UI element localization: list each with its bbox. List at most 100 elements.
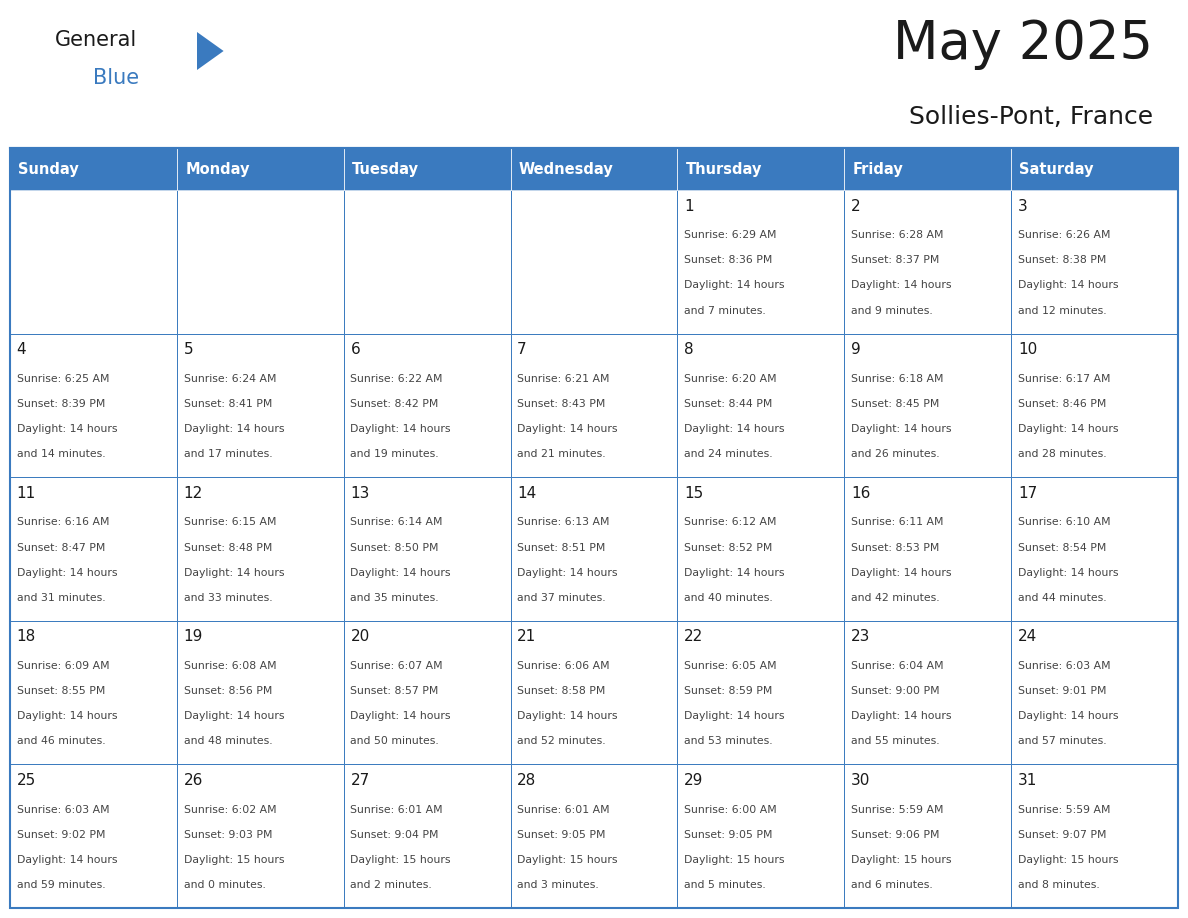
Text: Sunset: 9:07 PM: Sunset: 9:07 PM [1018,830,1106,840]
Bar [10,621,177,765]
Text: Sunrise: 6:13 AM: Sunrise: 6:13 AM [517,518,609,528]
Text: and 21 minutes.: and 21 minutes. [517,449,606,459]
Text: Sunrise: 6:12 AM: Sunrise: 6:12 AM [684,518,777,528]
Text: and 37 minutes.: and 37 minutes. [517,593,606,603]
Text: Daylight: 14 hours: Daylight: 14 hours [183,424,284,434]
Text: and 55 minutes.: and 55 minutes. [851,736,940,746]
Text: Daylight: 15 hours: Daylight: 15 hours [183,855,284,865]
Bar [343,765,511,908]
Text: and 2 minutes.: and 2 minutes. [350,880,432,890]
Text: 12: 12 [183,486,203,501]
Text: Daylight: 14 hours: Daylight: 14 hours [17,567,118,577]
Text: and 8 minutes.: and 8 minutes. [1018,880,1100,890]
Text: Blue: Blue [93,68,139,88]
Text: 20: 20 [350,630,369,644]
Text: Sunset: 9:03 PM: Sunset: 9:03 PM [183,830,272,840]
Text: 30: 30 [851,773,871,788]
Text: Sunset: 8:52 PM: Sunset: 8:52 PM [684,543,772,553]
Text: 22: 22 [684,630,703,644]
Text: 1: 1 [684,198,694,214]
Text: Daylight: 14 hours: Daylight: 14 hours [1018,711,1118,722]
Text: and 0 minutes.: and 0 minutes. [183,880,265,890]
Polygon shape [197,32,223,70]
Text: 7: 7 [517,342,526,357]
Bar [343,190,511,333]
Text: and 59 minutes.: and 59 minutes. [17,880,106,890]
Text: 23: 23 [851,630,871,644]
Text: Sunrise: 6:28 AM: Sunrise: 6:28 AM [851,230,943,241]
Text: 27: 27 [350,773,369,788]
Text: and 31 minutes.: and 31 minutes. [17,593,106,603]
Bar [10,190,177,333]
Text: and 17 minutes.: and 17 minutes. [183,449,272,459]
Text: and 9 minutes.: and 9 minutes. [851,306,933,316]
Bar [177,148,343,190]
Text: and 3 minutes.: and 3 minutes. [517,880,599,890]
Bar [343,148,511,190]
Text: Sunrise: 6:01 AM: Sunrise: 6:01 AM [517,804,609,814]
Text: Daylight: 14 hours: Daylight: 14 hours [684,281,784,290]
Text: Daylight: 14 hours: Daylight: 14 hours [517,424,618,434]
Text: 13: 13 [350,486,369,501]
Text: and 46 minutes.: and 46 minutes. [17,736,106,746]
Text: Sunset: 9:02 PM: Sunset: 9:02 PM [17,830,106,840]
Text: and 35 minutes.: and 35 minutes. [350,593,440,603]
Text: Daylight: 14 hours: Daylight: 14 hours [851,567,952,577]
Bar [1011,190,1178,333]
Text: Daylight: 14 hours: Daylight: 14 hours [851,424,952,434]
Text: Sunrise: 6:26 AM: Sunrise: 6:26 AM [1018,230,1111,241]
Text: 8: 8 [684,342,694,357]
Bar [845,190,1011,333]
Text: 11: 11 [17,486,36,501]
Bar [845,333,1011,477]
Text: General: General [55,30,138,50]
Bar [1011,333,1178,477]
Text: Daylight: 14 hours: Daylight: 14 hours [851,281,952,290]
Text: and 5 minutes.: and 5 minutes. [684,880,766,890]
Text: 21: 21 [517,630,537,644]
Bar [177,333,343,477]
Bar [845,148,1011,190]
Text: Sunrise: 6:11 AM: Sunrise: 6:11 AM [851,518,943,528]
Bar [343,477,511,621]
Text: 16: 16 [851,486,871,501]
Bar [1011,621,1178,765]
Text: and 52 minutes.: and 52 minutes. [517,736,606,746]
Text: 14: 14 [517,486,537,501]
Text: 28: 28 [517,773,537,788]
Text: and 50 minutes.: and 50 minutes. [350,736,440,746]
Text: and 42 minutes.: and 42 minutes. [851,593,940,603]
Bar [10,765,177,908]
Bar [1011,477,1178,621]
Text: Sunrise: 6:10 AM: Sunrise: 6:10 AM [1018,518,1111,528]
Text: Sunset: 9:04 PM: Sunset: 9:04 PM [350,830,438,840]
Text: 29: 29 [684,773,703,788]
Text: Daylight: 14 hours: Daylight: 14 hours [183,567,284,577]
Text: Sunrise: 6:07 AM: Sunrise: 6:07 AM [350,661,443,671]
Text: Sunset: 8:44 PM: Sunset: 8:44 PM [684,399,772,409]
Text: Daylight: 14 hours: Daylight: 14 hours [1018,424,1118,434]
Text: Sunset: 8:42 PM: Sunset: 8:42 PM [350,399,438,409]
Text: Daylight: 14 hours: Daylight: 14 hours [684,424,784,434]
Bar [511,190,677,333]
Text: Daylight: 14 hours: Daylight: 14 hours [183,711,284,722]
Text: Sunrise: 6:08 AM: Sunrise: 6:08 AM [183,661,276,671]
Text: Daylight: 14 hours: Daylight: 14 hours [350,567,451,577]
Text: Sunrise: 6:02 AM: Sunrise: 6:02 AM [183,804,276,814]
Text: Sunrise: 6:09 AM: Sunrise: 6:09 AM [17,661,109,671]
Text: Sunrise: 6:00 AM: Sunrise: 6:00 AM [684,804,777,814]
Bar [511,765,677,908]
Text: Daylight: 15 hours: Daylight: 15 hours [1018,855,1118,865]
Bar [511,477,677,621]
Text: Daylight: 15 hours: Daylight: 15 hours [684,855,784,865]
Text: Sunset: 8:58 PM: Sunset: 8:58 PM [517,686,606,696]
Text: Sunset: 9:01 PM: Sunset: 9:01 PM [1018,686,1106,696]
Text: Sunrise: 6:04 AM: Sunrise: 6:04 AM [851,661,943,671]
Bar [845,765,1011,908]
Text: Sunrise: 6:18 AM: Sunrise: 6:18 AM [851,374,943,384]
Bar [10,477,177,621]
Text: Sunset: 8:56 PM: Sunset: 8:56 PM [183,686,272,696]
Bar [10,148,1178,908]
Text: Sunday: Sunday [18,162,80,176]
Text: Thursday: Thursday [685,162,763,176]
